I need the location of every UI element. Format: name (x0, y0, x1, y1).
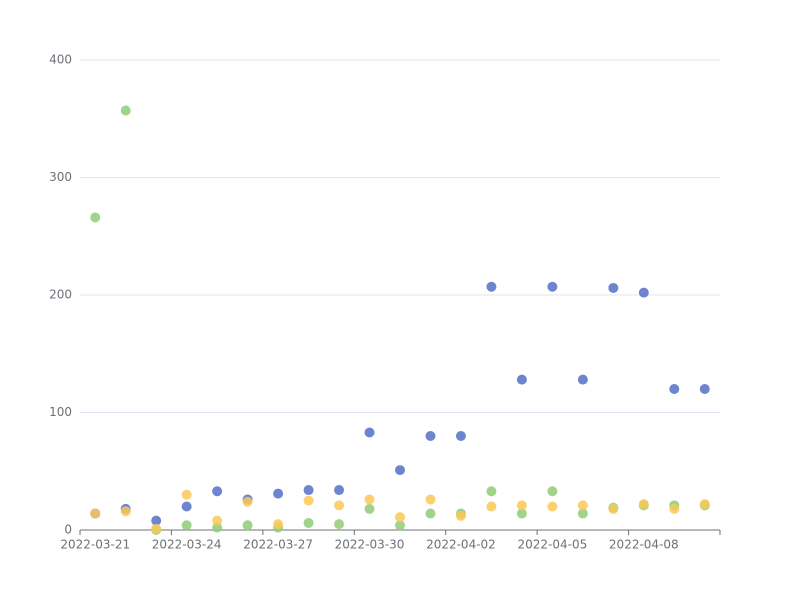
point (120, 506, 131, 517)
x-tick-label: 2022-03-30 (335, 538, 405, 552)
y-tick-label: 300 (49, 170, 72, 184)
y-tick-label: 0 (64, 523, 72, 537)
point (516, 508, 527, 519)
point (547, 486, 558, 497)
x-tick-label: 2022-03-27 (243, 538, 313, 552)
point (242, 520, 253, 531)
point (516, 374, 527, 385)
point (242, 496, 253, 507)
point (425, 431, 436, 441)
point (364, 503, 375, 514)
point (90, 212, 101, 223)
point (577, 500, 588, 511)
point (395, 520, 405, 531)
point (608, 282, 619, 293)
point (303, 517, 314, 528)
y-tick-label: 100 (49, 405, 72, 419)
point (90, 508, 101, 519)
x-tick-label: 2022-04-05 (518, 538, 588, 552)
point (303, 485, 314, 496)
point (577, 374, 588, 385)
point (273, 519, 284, 530)
point (547, 501, 558, 512)
point (395, 465, 405, 476)
point (486, 501, 497, 512)
point (516, 500, 527, 511)
point (181, 520, 192, 531)
point (577, 508, 588, 519)
point (486, 486, 497, 497)
point (395, 512, 405, 523)
point (699, 384, 710, 394)
x-tick-label: 2022-04-08 (609, 538, 679, 552)
point (547, 281, 558, 292)
point (181, 489, 192, 500)
point (425, 494, 436, 505)
point (212, 486, 223, 497)
point (212, 515, 223, 526)
point (151, 523, 162, 534)
point (364, 427, 375, 438)
point (638, 499, 649, 510)
y-tick-label: 400 (49, 53, 72, 67)
point (273, 488, 284, 499)
point (669, 503, 680, 514)
y-tick-label: 200 (49, 288, 72, 302)
point (181, 501, 192, 512)
point (151, 515, 162, 526)
point (303, 495, 314, 506)
point (608, 503, 619, 514)
point (334, 485, 345, 496)
point (120, 105, 131, 116)
point (455, 431, 466, 441)
point (334, 519, 345, 530)
point (669, 384, 680, 394)
point (425, 508, 436, 519)
point (364, 494, 375, 505)
point (638, 287, 649, 298)
point (455, 510, 466, 521)
x-tick-label: 2022-04-02 (426, 538, 496, 552)
x-tick-label: 2022-03-24 (152, 538, 222, 552)
x-tick-label: 2022-03-21 (60, 538, 130, 552)
point (212, 522, 223, 533)
point (486, 281, 497, 292)
point (699, 499, 710, 510)
point (334, 500, 345, 511)
